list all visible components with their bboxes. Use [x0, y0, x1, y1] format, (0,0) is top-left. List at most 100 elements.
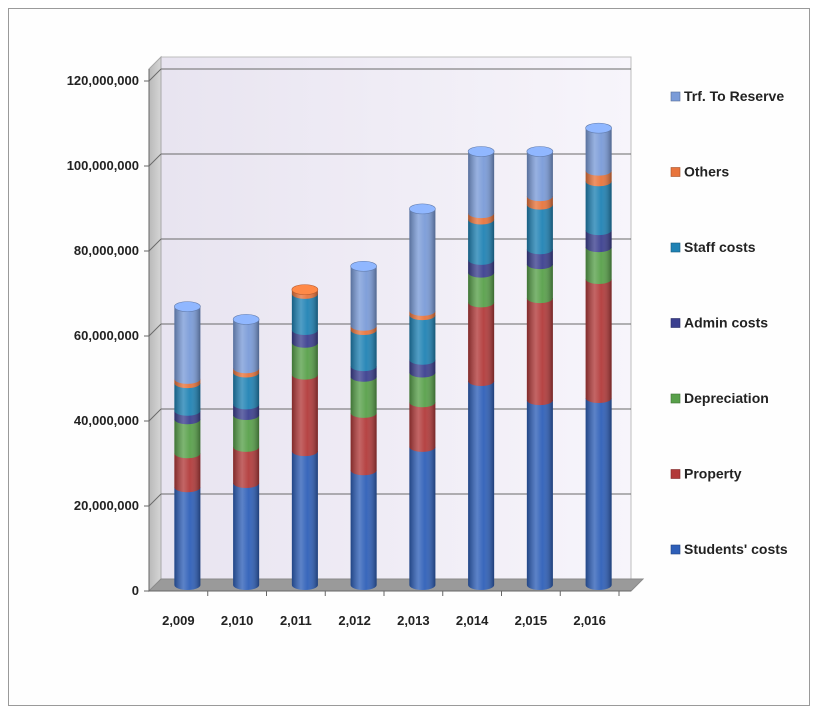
- legend-item: Property: [670, 466, 742, 482]
- bar-shading: [585, 398, 612, 590]
- bar-segment: [291, 342, 318, 380]
- bar-shading: [409, 359, 436, 378]
- bar-shading: [174, 419, 201, 459]
- bar-shading: [409, 208, 436, 316]
- bar-segment: [468, 302, 495, 386]
- bar-shading: [174, 487, 201, 590]
- bar-shading: [468, 219, 495, 265]
- y-axis: 0 20,000,000 40,000,000 60,000,000 80,000,00…: [67, 73, 149, 598]
- x-tick-label: 2,014: [456, 613, 489, 628]
- bar-shading: [468, 381, 495, 590]
- x-tick-label: 2,013: [397, 613, 430, 628]
- floor: [147, 578, 645, 592]
- bar-shading: [526, 204, 553, 255]
- bar-segment: [350, 470, 377, 590]
- legend-item: Students' costs: [670, 541, 788, 557]
- legend-label: Students' costs: [684, 541, 788, 557]
- bar-segment: [233, 415, 260, 452]
- bar-top-cap: [232, 314, 260, 325]
- bar-top-cap: [291, 284, 319, 295]
- bar-segment: [526, 264, 553, 304]
- bar-segment: [291, 330, 318, 348]
- bar-shading: [585, 279, 612, 403]
- legend-label: Admin costs: [684, 315, 768, 331]
- bar-segment: [468, 272, 495, 308]
- bar-shading: [291, 293, 318, 336]
- y-tick-label: 40,000,000: [74, 413, 139, 428]
- legend-item: Admin costs: [670, 315, 768, 331]
- bar-segment: [585, 128, 612, 176]
- bar-segment: [468, 259, 495, 278]
- bar-shading: [585, 181, 612, 236]
- x-tick-label: 2,009: [162, 613, 195, 628]
- bar-segment: [585, 279, 612, 403]
- bar-top-cap: [526, 146, 554, 157]
- bar-top-cap: [585, 122, 612, 134]
- bar-shading: [291, 330, 318, 348]
- legend-swatch: [670, 91, 681, 102]
- bar-top-cap: [467, 146, 495, 157]
- y-tick-label: 20,000,000: [74, 498, 139, 513]
- y-tick-label: 100,000,000: [67, 158, 139, 173]
- bar-shading: [468, 272, 495, 308]
- bar-segment: [585, 181, 612, 236]
- bar-segment: [174, 306, 201, 384]
- bar-stack: [585, 122, 612, 590]
- bar-shading: [233, 372, 260, 410]
- bar-stack: [350, 260, 377, 590]
- stacked-cylinder-chart: 0 20,000,000 40,000,000 60,000,000 80,000,00…: [67, 55, 788, 628]
- bar-shading: [526, 264, 553, 304]
- legend-item: Depreciation: [670, 390, 769, 406]
- bar-shading: [468, 259, 495, 278]
- bar-segment: [350, 412, 377, 476]
- bar-shading: [174, 383, 201, 416]
- bar-shading: [233, 446, 260, 488]
- bar-shading: [585, 230, 612, 253]
- bar-segment: [526, 151, 553, 202]
- x-tick-label: 2,015: [515, 613, 548, 628]
- bar-segment: [585, 398, 612, 590]
- bar-segment: [409, 359, 436, 378]
- bar-shading: [409, 402, 436, 452]
- y-tick-label: 0: [132, 583, 139, 598]
- bar-segment: [526, 298, 553, 406]
- bar-segment: [233, 483, 260, 590]
- gridline-side: [148, 408, 162, 422]
- bar-segment: [174, 487, 201, 590]
- bar-stack: [174, 301, 201, 590]
- bar-segment: [409, 208, 436, 316]
- bar-segment: [526, 204, 553, 255]
- x-axis: 2,009 2,010 2,011 2,012 2,013 2,014 2,015 2,016: [162, 591, 620, 628]
- bar-stack: [526, 146, 554, 590]
- bar-segment: [174, 419, 201, 459]
- bar-shading: [526, 249, 553, 270]
- bar-segment: [585, 247, 612, 284]
- bar-shading: [350, 470, 377, 590]
- bar-top-cap: [174, 301, 201, 312]
- bar-shading: [174, 306, 201, 384]
- legend-swatch: [670, 469, 681, 479]
- chart-frame: 0 20,000,000 40,000,000 60,000,000 80,000,00…: [8, 8, 810, 706]
- bar-top-cap: [409, 203, 436, 215]
- legend-swatch: [670, 167, 681, 177]
- bar-segment: [350, 376, 377, 418]
- bar-shading: [409, 372, 436, 408]
- bar-segment: [409, 372, 436, 408]
- bar-segment: [174, 453, 201, 493]
- legend-item: Staff costs: [670, 239, 756, 255]
- gridline-side: [148, 493, 162, 507]
- gridline-side: [148, 153, 162, 167]
- bar-shading: [291, 374, 318, 457]
- bar-shading: [350, 412, 377, 476]
- bar-segment: [409, 315, 436, 365]
- bar-shading: [174, 453, 201, 493]
- bar-segment: [350, 330, 377, 372]
- gridline-side: [148, 238, 162, 252]
- y-tick-label: 120,000,000: [67, 73, 139, 88]
- bar-segment: [409, 402, 436, 452]
- bar-stack: [232, 314, 260, 590]
- legend-swatch: [670, 544, 681, 555]
- bar-stack: [467, 146, 495, 590]
- x-tick-label: 2,011: [280, 613, 312, 628]
- x-tick-label: 2,016: [573, 613, 606, 628]
